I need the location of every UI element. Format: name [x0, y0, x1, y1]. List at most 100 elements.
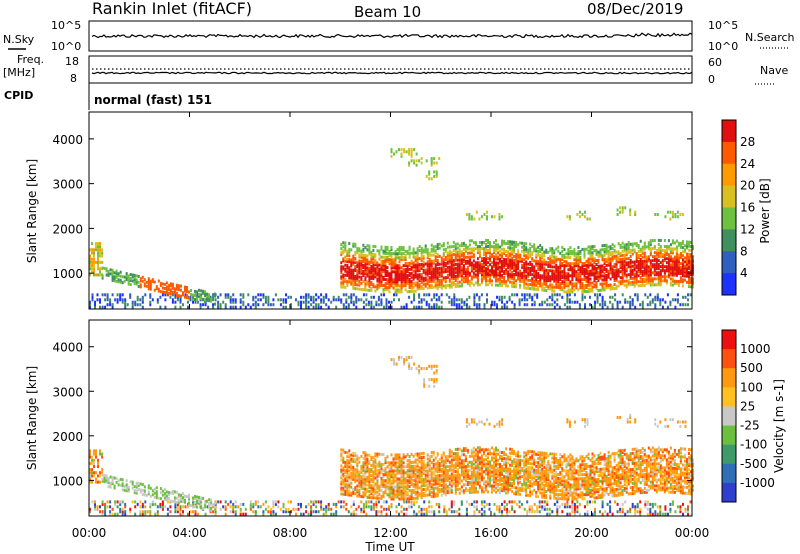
range-gate-cell — [543, 262, 546, 266]
range-gate-cell — [360, 251, 363, 255]
range-gate-cell — [676, 210, 679, 214]
range-gate-cell — [621, 510, 624, 514]
range-gate-cell — [196, 298, 198, 302]
range-gate-cell — [535, 261, 538, 265]
range-gate-cell — [675, 247, 678, 251]
range-gate-cell — [436, 273, 439, 277]
range-gate-cell — [475, 303, 478, 307]
range-gate-cell — [686, 256, 688, 260]
range-gate-cell — [380, 265, 383, 269]
range-gate-cell — [144, 505, 147, 509]
range-gate-cell — [481, 267, 483, 271]
range-gate-cell — [543, 270, 546, 274]
range-gate-cell — [681, 240, 684, 244]
range-gate-cell — [354, 486, 357, 490]
range-gate-cell — [372, 496, 375, 500]
range-gate-cell — [495, 239, 497, 243]
range-gate-cell — [487, 239, 489, 242]
range-gate-cell — [377, 298, 380, 302]
range-gate-cell — [344, 255, 347, 259]
range-gate-cell — [555, 285, 558, 289]
range-gate-cell — [519, 255, 522, 259]
range-gate-cell — [434, 269, 437, 273]
range-gate-cell — [456, 270, 459, 274]
range-gate-cell — [481, 247, 483, 250]
range-gate-cell — [535, 269, 538, 273]
range-gate-cell — [539, 264, 542, 268]
range-gate-cell — [539, 266, 542, 270]
range-gate-cell — [499, 279, 501, 283]
range-gate-cell — [290, 500, 292, 504]
range-gate-cell — [352, 490, 355, 493]
range-gate-cell — [262, 303, 265, 307]
range-gate-cell — [408, 251, 411, 255]
range-gate-cell — [418, 159, 421, 163]
range-gate-cell — [374, 259, 377, 263]
range-gate-cell — [526, 510, 529, 514]
range-gate-cell — [434, 285, 437, 289]
range-gate-cell — [593, 267, 596, 271]
range-gate-cell — [420, 267, 423, 270]
range-gate-cell — [435, 174, 438, 178]
range-gate-cell — [501, 510, 503, 514]
range-gate-cell — [571, 266, 574, 270]
range-gate-cell — [667, 253, 670, 257]
range-gate-cell — [129, 295, 132, 299]
range-gate-cell — [663, 239, 666, 242]
range-gate-cell — [378, 462, 381, 466]
range-gate-cell — [476, 277, 479, 281]
range-gate-cell — [370, 492, 373, 496]
range-gate-cell — [601, 284, 604, 288]
range-gate-cell — [653, 245, 656, 249]
range-gate-cell — [135, 485, 138, 489]
range-gate-cell — [342, 285, 345, 289]
range-gate-cell — [585, 283, 588, 287]
range-gate-cell — [386, 260, 389, 263]
range-gate-cell — [466, 265, 469, 269]
range-gate-cell — [310, 507, 313, 511]
range-gate-cell — [161, 286, 164, 290]
range-gate-cell — [124, 298, 127, 302]
range-gate-cell — [639, 507, 642, 511]
range-gate-cell — [619, 280, 622, 284]
range-gate-cell — [141, 300, 144, 304]
range-gate-cell — [573, 293, 576, 297]
range-gate-cell — [430, 265, 433, 269]
range-gate-cell — [635, 280, 638, 284]
range-gate-cell — [455, 305, 458, 309]
range-gate-cell — [107, 273, 110, 277]
range-gate-cell — [507, 242, 510, 246]
range-gate-cell — [390, 252, 393, 256]
range-gate-cell — [690, 267, 692, 271]
range-gate-cell — [478, 269, 481, 273]
range-gate-cell — [239, 298, 242, 302]
range-gate-cell — [194, 293, 196, 297]
range-gate-cell — [340, 251, 343, 255]
range-gate-cell — [390, 467, 393, 471]
range-gate-cell — [364, 268, 367, 272]
range-gate-cell — [475, 500, 478, 504]
range-gate-cell — [643, 263, 646, 267]
range-gate-cell — [96, 507, 99, 511]
range-gate-cell — [647, 279, 650, 283]
range-gate-cell — [156, 505, 159, 509]
range-gate-cell — [415, 152, 418, 156]
range-gate-cell — [208, 504, 211, 508]
range-gate-cell — [605, 263, 608, 267]
range-gate-cell — [517, 259, 520, 263]
range-gate-cell — [684, 266, 686, 270]
range-gate-cell — [609, 505, 612, 509]
range-gate-cell — [616, 305, 619, 309]
range-gate-cell — [452, 275, 455, 279]
range-gate-cell — [595, 285, 598, 289]
range-gate-cell — [541, 246, 544, 250]
range-gate-cell — [659, 277, 662, 281]
range-gate-cell — [692, 259, 694, 263]
range-gate-cell — [501, 251, 503, 255]
range-gate-cell — [356, 277, 359, 281]
range-gate-cell — [573, 502, 576, 506]
range-gate-cell — [436, 285, 439, 289]
range-gate-cell — [186, 294, 188, 298]
range-gate-cell — [611, 243, 614, 246]
range-gate-cell — [424, 282, 427, 286]
